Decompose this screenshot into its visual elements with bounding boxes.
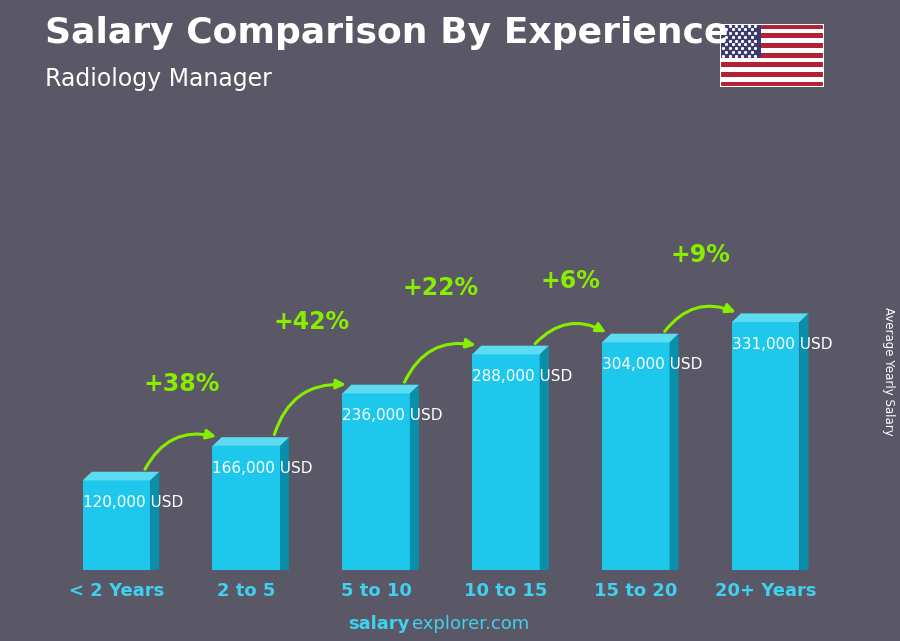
Polygon shape bbox=[212, 437, 289, 446]
Polygon shape bbox=[602, 342, 670, 570]
Text: 166,000 USD: 166,000 USD bbox=[212, 461, 313, 476]
Polygon shape bbox=[799, 313, 808, 570]
Text: +38%: +38% bbox=[143, 372, 220, 396]
Text: 120,000 USD: 120,000 USD bbox=[83, 495, 183, 510]
Bar bbox=[720, 29, 824, 33]
Polygon shape bbox=[342, 385, 418, 394]
Bar bbox=[720, 58, 824, 62]
Bar bbox=[720, 81, 824, 87]
Bar bbox=[720, 24, 761, 58]
Text: +9%: +9% bbox=[670, 244, 731, 267]
Polygon shape bbox=[472, 354, 540, 570]
Polygon shape bbox=[280, 437, 289, 570]
Text: Radiology Manager: Radiology Manager bbox=[45, 67, 272, 91]
Bar bbox=[720, 24, 824, 29]
Text: 304,000 USD: 304,000 USD bbox=[602, 357, 702, 372]
Bar bbox=[720, 67, 824, 72]
Text: salary: salary bbox=[348, 615, 410, 633]
Polygon shape bbox=[83, 472, 159, 481]
Bar bbox=[720, 53, 824, 58]
Polygon shape bbox=[342, 394, 410, 570]
Bar bbox=[720, 33, 824, 38]
Bar bbox=[720, 43, 824, 48]
Text: +6%: +6% bbox=[541, 269, 601, 293]
Polygon shape bbox=[732, 322, 799, 570]
Polygon shape bbox=[150, 472, 159, 570]
Polygon shape bbox=[83, 481, 150, 570]
Bar bbox=[720, 38, 824, 43]
Text: 288,000 USD: 288,000 USD bbox=[472, 369, 572, 384]
Bar bbox=[720, 72, 824, 77]
Text: +42%: +42% bbox=[273, 310, 349, 334]
Text: 331,000 USD: 331,000 USD bbox=[732, 337, 832, 352]
Bar bbox=[720, 48, 824, 53]
Text: Average Yearly Salary: Average Yearly Salary bbox=[883, 308, 896, 436]
Text: explorer.com: explorer.com bbox=[412, 615, 529, 633]
Bar bbox=[720, 77, 824, 81]
Polygon shape bbox=[410, 385, 418, 570]
Text: Salary Comparison By Experience: Salary Comparison By Experience bbox=[45, 16, 728, 50]
Text: 236,000 USD: 236,000 USD bbox=[342, 408, 443, 423]
Polygon shape bbox=[670, 334, 679, 570]
Polygon shape bbox=[540, 345, 549, 570]
Polygon shape bbox=[212, 446, 280, 570]
Bar bbox=[720, 62, 824, 67]
Text: +22%: +22% bbox=[403, 276, 479, 300]
Polygon shape bbox=[472, 345, 549, 354]
Polygon shape bbox=[732, 313, 808, 322]
Polygon shape bbox=[602, 334, 679, 342]
